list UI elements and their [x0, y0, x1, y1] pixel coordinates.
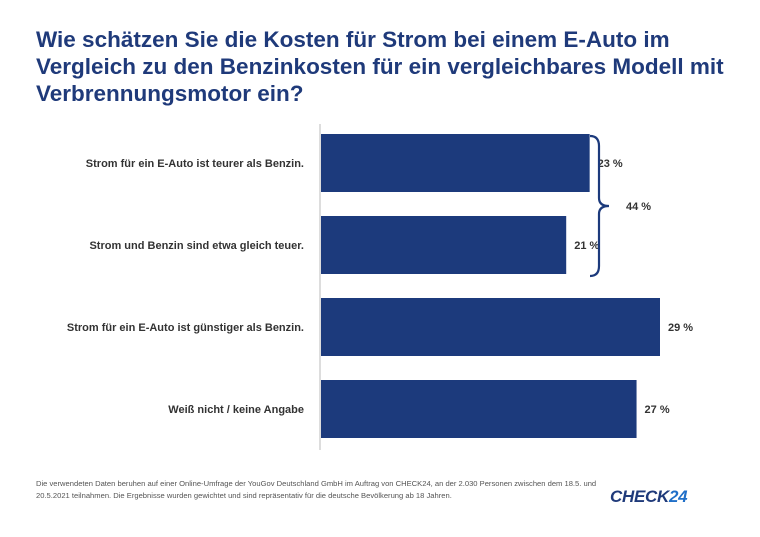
category-label: Strom für ein E-Auto ist teurer als Benz…	[86, 158, 304, 170]
value-label: 23 %	[598, 158, 623, 170]
bar	[321, 298, 660, 356]
category-label: Strom und Benzin sind etwa gleich teuer.	[89, 240, 304, 252]
check24-logo: CHECK24	[610, 487, 688, 507]
bracket-group: 44 %	[589, 134, 651, 278]
value-label: 29 %	[668, 322, 693, 334]
footnote: Die verwendeten Daten beruhen auf einer …	[36, 479, 597, 500]
bracket-label: 44 %	[626, 201, 651, 213]
logo-text-main: CHECK	[610, 487, 669, 506]
value-label: 21 %	[574, 240, 599, 252]
bars-group: Strom für ein E-Auto ist teurer als Benz…	[67, 134, 693, 438]
category-label: Strom für ein E-Auto ist günstiger als B…	[67, 322, 304, 334]
bar	[321, 380, 637, 438]
bar	[321, 216, 567, 274]
bracket	[589, 134, 610, 278]
category-label: Weiß nicht / keine Angabe	[168, 404, 304, 416]
bar	[321, 134, 590, 192]
logo-text-num: 24	[668, 487, 688, 506]
value-label: 27 %	[645, 404, 670, 416]
chart-title: Wie schätzen Sie die Kosten für Strom be…	[36, 27, 724, 106]
